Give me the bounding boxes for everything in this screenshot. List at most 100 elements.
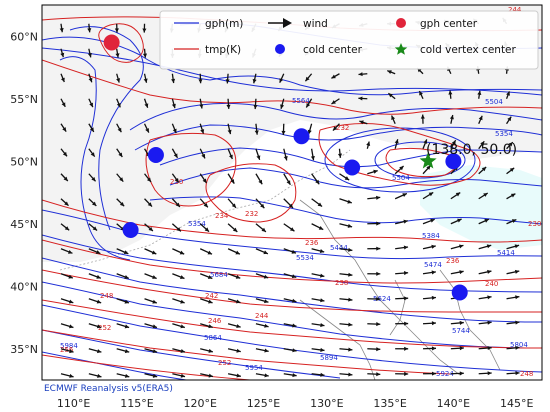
wind-arrow bbox=[116, 273, 130, 279]
wind-arrow bbox=[227, 373, 241, 378]
wind-arrow bbox=[60, 323, 74, 329]
wind-arrow bbox=[359, 120, 368, 125]
wind-arrow bbox=[506, 218, 517, 225]
wind-arrow bbox=[171, 173, 180, 183]
wind-arrow bbox=[367, 372, 381, 377]
wind-arrow bbox=[255, 273, 269, 279]
gph-label: 5444 bbox=[330, 244, 348, 252]
wind-arrow bbox=[88, 273, 102, 279]
wind-arrow bbox=[506, 167, 515, 175]
wind-arrow bbox=[116, 148, 123, 158]
tmp-label: 248 bbox=[520, 370, 533, 378]
wind-arrow bbox=[339, 247, 353, 252]
wind-arrow bbox=[60, 223, 70, 231]
legend-gph-center-icon bbox=[396, 18, 406, 28]
wind-arrow bbox=[199, 198, 209, 208]
gph-label: 5744 bbox=[452, 327, 470, 335]
wind-arrow bbox=[422, 244, 436, 250]
wind-arrow bbox=[60, 198, 69, 207]
cold-center-marker bbox=[445, 153, 462, 170]
wind-arrow bbox=[478, 218, 490, 225]
wind-arrow bbox=[506, 193, 516, 200]
wind-arrow bbox=[200, 298, 213, 304]
wind-arrow bbox=[60, 48, 65, 58]
wind-arrow bbox=[143, 98, 149, 108]
wind-arrow bbox=[60, 298, 74, 304]
wind-arrow bbox=[506, 295, 520, 300]
coastline-china bbox=[299, 299, 376, 380]
wind-arrow bbox=[142, 48, 148, 58]
tmp-label: 230 bbox=[528, 220, 541, 228]
wind-arrow bbox=[255, 373, 269, 378]
wind-arrow bbox=[255, 198, 265, 209]
tmp-label: 238 bbox=[335, 279, 348, 287]
wind-arrow bbox=[449, 114, 454, 124]
wind-arrow bbox=[227, 173, 235, 184]
wind-arrow bbox=[60, 248, 73, 254]
wind-arrow bbox=[506, 269, 520, 275]
gph-label: 5414 bbox=[497, 249, 515, 257]
wind-arrow bbox=[450, 371, 464, 376]
wind-arrow bbox=[116, 348, 130, 354]
wind-arrow bbox=[200, 373, 214, 378]
wind-arrow bbox=[422, 191, 434, 200]
wind-arrow bbox=[450, 244, 464, 250]
wind-arrow bbox=[226, 98, 231, 109]
markers bbox=[103, 34, 468, 301]
wind-arrow bbox=[305, 98, 313, 108]
gph-label: 5804 bbox=[510, 341, 528, 349]
wind-arrow bbox=[478, 244, 492, 250]
sea-okhotsk bbox=[420, 165, 542, 250]
wind-arrow bbox=[255, 223, 267, 233]
wind-arrow bbox=[339, 322, 353, 327]
wind-arrow bbox=[506, 345, 520, 350]
wind-arrow bbox=[254, 123, 259, 135]
wind-arrow bbox=[144, 273, 157, 280]
y-tick-label: 35°N bbox=[10, 343, 38, 356]
wind-arrow bbox=[255, 173, 263, 185]
gph-label: 5354 bbox=[188, 220, 206, 228]
wind-arrow bbox=[422, 346, 437, 351]
wind-arrow bbox=[227, 273, 241, 279]
wind-arrow bbox=[450, 218, 462, 225]
x-tick-label: 135°E bbox=[373, 397, 406, 410]
wind-arrow bbox=[283, 248, 297, 254]
wind-arrow bbox=[478, 295, 492, 300]
wind-arrow bbox=[339, 223, 353, 228]
wind-arrow bbox=[418, 90, 424, 100]
wind-arrow bbox=[395, 371, 409, 376]
wind-arrow bbox=[478, 371, 492, 376]
cold-vertex-star bbox=[419, 152, 437, 169]
wind-arrow bbox=[311, 273, 325, 278]
wind-arrow bbox=[283, 298, 297, 303]
gph-label: 5504 bbox=[485, 98, 503, 106]
wind-arrow bbox=[339, 372, 353, 377]
wind-arrow bbox=[367, 322, 381, 327]
legend-wind-label: wind bbox=[303, 18, 328, 30]
gph-label: 5864 bbox=[204, 334, 222, 342]
y-axis-ticks: 35°N 40°N 45°N 50°N 55°N 60°N bbox=[10, 30, 38, 356]
wind-arrow bbox=[171, 123, 177, 134]
gph-label: 5534 bbox=[296, 254, 314, 262]
x-tick-label: 115°E bbox=[120, 397, 153, 410]
cold-center-marker bbox=[344, 159, 361, 176]
cold-center-marker bbox=[122, 222, 139, 238]
gph-label: 5504 bbox=[392, 174, 410, 182]
wind-arrow bbox=[88, 348, 102, 354]
gph-label: 5894 bbox=[320, 354, 338, 362]
wind-arrow bbox=[420, 114, 425, 124]
wind-arrow bbox=[227, 148, 233, 160]
wind-arrow bbox=[87, 23, 92, 33]
wind-arrow bbox=[422, 218, 435, 225]
wind-arrow bbox=[283, 148, 288, 161]
y-tick-label: 55°N bbox=[10, 93, 38, 106]
wind-arrow bbox=[478, 269, 492, 275]
wind-arrow bbox=[88, 173, 97, 182]
wind-arrow bbox=[283, 373, 297, 378]
y-tick-label: 60°N bbox=[10, 30, 38, 43]
wind-arrow bbox=[395, 296, 409, 301]
wind-arrow bbox=[450, 139, 457, 150]
wind-arrow bbox=[283, 273, 297, 279]
tmp-label: 240 bbox=[485, 280, 498, 288]
